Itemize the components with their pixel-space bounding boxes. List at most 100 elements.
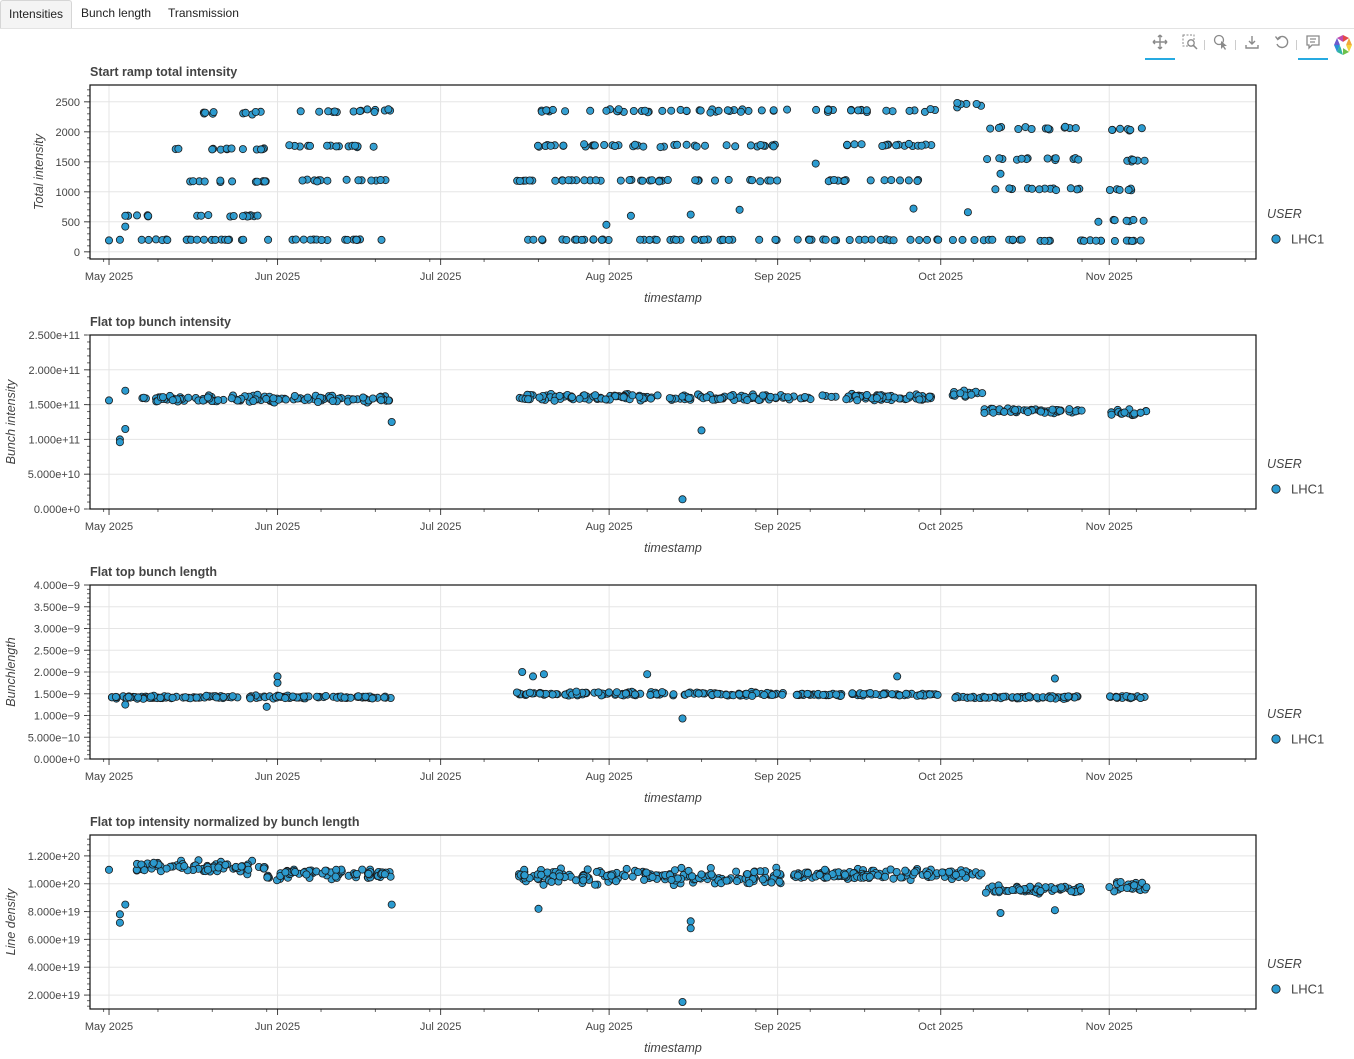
data-point[interactable] [723,106,732,115]
data-point[interactable] [227,394,236,403]
reset-icon[interactable] [1271,34,1293,56]
data-point[interactable] [692,142,701,151]
data-point[interactable] [323,176,332,185]
data-point[interactable] [865,872,874,881]
data-point[interactable] [162,864,171,873]
data-point[interactable] [1013,693,1022,702]
data-point[interactable] [1136,694,1145,703]
data-point[interactable] [281,868,290,877]
data-point[interactable] [291,868,300,877]
data-point[interactable] [591,176,600,185]
data-point[interactable] [642,868,651,877]
data-point[interactable] [783,105,792,114]
data-point[interactable] [866,176,875,185]
data-point[interactable] [724,175,733,184]
data-point-outlier[interactable] [686,210,695,219]
data-point[interactable] [995,154,1004,163]
data-point[interactable] [832,690,841,699]
data-point[interactable] [1000,407,1009,416]
data-point[interactable] [658,106,667,115]
data-point[interactable] [1127,693,1136,702]
data-point[interactable] [724,235,733,244]
data-point[interactable] [614,105,623,114]
pan-icon[interactable] [1145,34,1175,60]
data-point[interactable] [746,141,755,150]
data-point[interactable] [905,391,914,400]
save-icon[interactable] [1241,34,1263,56]
data-point[interactable] [951,693,960,702]
data-point[interactable] [977,869,986,878]
data-point[interactable] [663,175,672,184]
data-point[interactable] [983,155,992,164]
data-point[interactable] [572,687,581,696]
data-point[interactable] [546,141,555,150]
data-point[interactable] [281,694,290,703]
box-zoom-icon[interactable] [1179,34,1201,56]
data-point[interactable] [1017,235,1026,244]
data-point[interactable] [364,869,373,878]
legend-marker[interactable] [1271,734,1281,744]
data-point[interactable] [363,105,372,114]
data-point[interactable] [525,688,534,697]
data-point[interactable] [732,867,741,876]
data-point[interactable] [590,141,599,150]
data-point-outlier[interactable] [996,169,1005,178]
data-point[interactable] [629,107,638,116]
data-point[interactable] [1050,885,1059,894]
data-point[interactable] [577,235,586,244]
data-point[interactable] [368,694,377,703]
data-point[interactable] [879,690,888,699]
data-point[interactable] [349,395,358,404]
data-point[interactable] [168,693,177,702]
data-point-outlier[interactable] [678,495,687,504]
data-point[interactable] [246,694,255,703]
data-point[interactable] [192,235,201,244]
data-point[interactable] [867,235,876,244]
data-point[interactable] [889,236,898,245]
data-point[interactable] [202,691,211,700]
data-point-outlier[interactable] [626,211,635,220]
data-point[interactable] [616,176,625,185]
data-point[interactable] [313,397,322,406]
data-point[interactable] [872,394,881,403]
data-point[interactable] [592,867,601,876]
data-point[interactable] [1008,886,1017,895]
data-point[interactable] [901,866,910,875]
data-point[interactable] [853,396,862,405]
data-point[interactable] [1040,236,1049,245]
data-point[interactable] [1120,408,1129,417]
data-point[interactable] [1014,125,1023,134]
data-point[interactable] [580,176,589,185]
data-point[interactable] [775,877,784,886]
data-point[interactable] [146,692,155,701]
data-point[interactable] [694,689,703,698]
data-point[interactable] [653,391,662,400]
data-point[interactable] [682,140,691,149]
data-point[interactable] [579,876,588,885]
data-point[interactable] [340,693,349,702]
data-point[interactable] [343,235,352,244]
data-point[interactable] [328,396,337,405]
data-point[interactable] [818,391,827,400]
data-point[interactable] [1052,186,1061,195]
data-point[interactable] [209,108,218,117]
data-point[interactable] [1048,405,1057,414]
data-point[interactable] [636,235,645,244]
data-point[interactable] [948,235,957,244]
data-point[interactable] [591,391,600,400]
data-point[interactable] [369,142,378,151]
data-point[interactable] [354,692,363,701]
data-point[interactable] [772,869,781,878]
data-point-outlier[interactable] [115,910,124,919]
data-point[interactable] [841,870,850,879]
data-point[interactable] [1092,236,1101,245]
data-point[interactable] [238,145,247,154]
data-point[interactable] [352,235,361,244]
data-point[interactable] [972,100,981,109]
data-point[interactable] [792,690,801,699]
data-point[interactable] [1112,693,1121,702]
plot-background[interactable] [90,835,1256,1009]
data-point[interactable] [923,870,932,879]
data-point[interactable] [259,864,268,873]
data-point[interactable] [1123,884,1132,893]
